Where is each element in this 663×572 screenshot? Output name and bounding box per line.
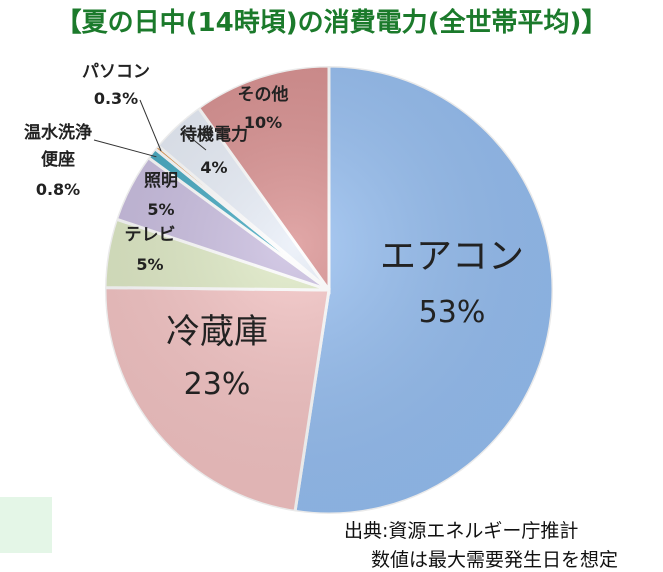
leader-line-toilet-seat (93, 139, 157, 158)
source-note: 出典:資源エネルギー庁推計 (344, 520, 579, 542)
chart-title: 【夏の日中(14時頃)の消費電力(全世帯平均)】 (55, 8, 608, 38)
slice-value-standby: 4% (200, 158, 227, 177)
assumption-note: 数値は最大需要発生日を想定 (371, 549, 619, 571)
slice-label-toilet-seat-1: 温水洗浄 (24, 122, 92, 143)
slice-value-refrigerator: 23% (184, 367, 251, 402)
slice-label-other: その他 (238, 84, 289, 105)
slice-label-refrigerator: 冷蔵庫 (166, 312, 268, 352)
slice-label-standby: 待機電力 (180, 124, 248, 145)
slice-value-lighting: 5% (147, 200, 174, 219)
pie-slice-aircon (293, 64, 555, 516)
slice-value-other: 10% (244, 113, 282, 132)
slice-label-lighting: 照明 (144, 171, 178, 191)
slice-label-toilet-seat-2: 便座 (41, 149, 75, 170)
leader-line-pc (139, 99, 162, 152)
slice-value-toilet-seat: 0.8% (36, 180, 80, 199)
slice-label-tv: テレビ (125, 225, 176, 245)
slice-label-pc: パソコン (82, 62, 150, 82)
slice-label-aircon: エアコン (380, 236, 524, 277)
slice-value-aircon: 53% (419, 295, 486, 330)
leader-line-standby (180, 129, 207, 151)
slice-value-tv: 5% (136, 255, 163, 274)
green-swatch (0, 497, 52, 553)
slice-value-pc: 0.3% (94, 89, 138, 108)
